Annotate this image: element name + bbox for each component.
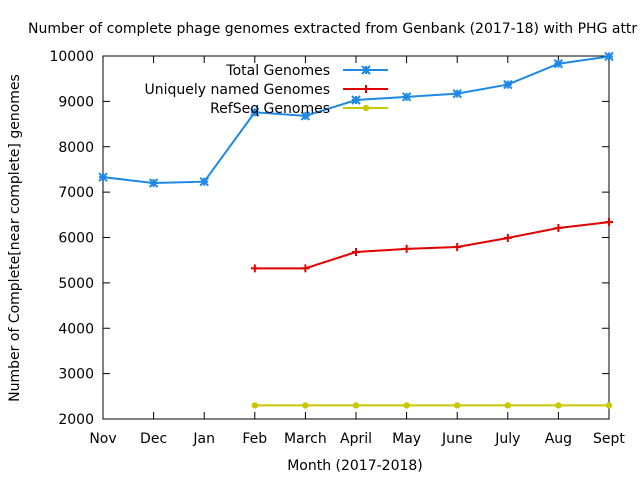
- series-line: [254, 221, 610, 270]
- data-point: [452, 88, 462, 99]
- y-tick-label: 10000: [49, 49, 94, 65]
- x-tick-label: April: [340, 431, 372, 447]
- x-axis-label: Month (2017-2018): [287, 458, 423, 474]
- y-tick-label: 9000: [58, 94, 94, 110]
- y-tick-label: 5000: [58, 276, 94, 292]
- y-tick-label: 3000: [58, 367, 94, 383]
- legend: Total Genomes Uniquely named Genomes RefSe…: [145, 63, 388, 117]
- x-tick-label: May: [392, 431, 421, 447]
- data-point: [362, 85, 370, 93]
- data-point: [148, 178, 159, 188]
- data-point: [352, 402, 360, 409]
- data-point: [401, 92, 412, 102]
- data-point: [453, 243, 462, 252]
- x-axis: Nov Dec Jan Feb March April May June July Aug Sept: [89, 56, 625, 447]
- data-point: [250, 107, 260, 117]
- y-tick-label: 7000: [58, 185, 94, 201]
- legend-label: RefSeq Genomes: [210, 101, 330, 117]
- data-point: [250, 264, 259, 273]
- y-axis: 2000 3000 4000 5000 6000 7000 8000 9000 10000: [49, 49, 609, 428]
- x-tick-label: Sept: [593, 431, 625, 447]
- series-2: [250, 218, 613, 273]
- x-tick-label: Aug: [545, 431, 572, 447]
- data-point: [302, 402, 309, 409]
- y-axis-label: Number of Complete[near complete] genome…: [7, 74, 23, 402]
- data-point: [454, 402, 461, 409]
- data-point: [402, 244, 411, 253]
- data-point: [605, 402, 613, 409]
- chart-title: Number of complete phage genomes extract…: [28, 21, 637, 37]
- data-point: [604, 51, 614, 62]
- y-tick-label: 4000: [58, 321, 94, 337]
- series-layer: [98, 51, 614, 409]
- series-line: [102, 55, 610, 185]
- x-tick-label: Jan: [192, 431, 215, 447]
- x-tick-label: Nov: [89, 431, 116, 447]
- data-point: [352, 248, 360, 257]
- data-point: [351, 95, 361, 105]
- data-point: [199, 176, 209, 187]
- x-tick-label: Feb: [242, 431, 267, 447]
- data-point: [403, 402, 410, 409]
- series-1: [98, 51, 614, 188]
- data-point: [361, 65, 371, 75]
- y-tick-label: 2000: [58, 412, 94, 428]
- x-tick-label: July: [494, 431, 520, 447]
- data-point: [300, 111, 311, 121]
- series-3: [251, 402, 613, 409]
- x-tick-label: June: [441, 431, 473, 447]
- x-tick-label: March: [284, 431, 327, 447]
- data-point: [301, 264, 310, 273]
- data-point: [605, 218, 613, 227]
- data-point: [503, 79, 513, 90]
- legend-label: Uniquely named Genomes: [145, 82, 331, 98]
- plot-frame: [102, 55, 610, 420]
- data-point: [251, 402, 258, 409]
- y-tick-label: 8000: [58, 140, 94, 156]
- data-point: [98, 172, 108, 182]
- data-point: [504, 402, 511, 409]
- x-tick-label: Dec: [140, 431, 167, 447]
- y-tick-label: 6000: [58, 231, 94, 247]
- data-point: [503, 233, 512, 242]
- data-point: [362, 104, 370, 112]
- data-point: [553, 59, 564, 69]
- data-point: [554, 223, 563, 232]
- legend-label: Total Genomes: [225, 63, 330, 79]
- data-point: [555, 402, 562, 409]
